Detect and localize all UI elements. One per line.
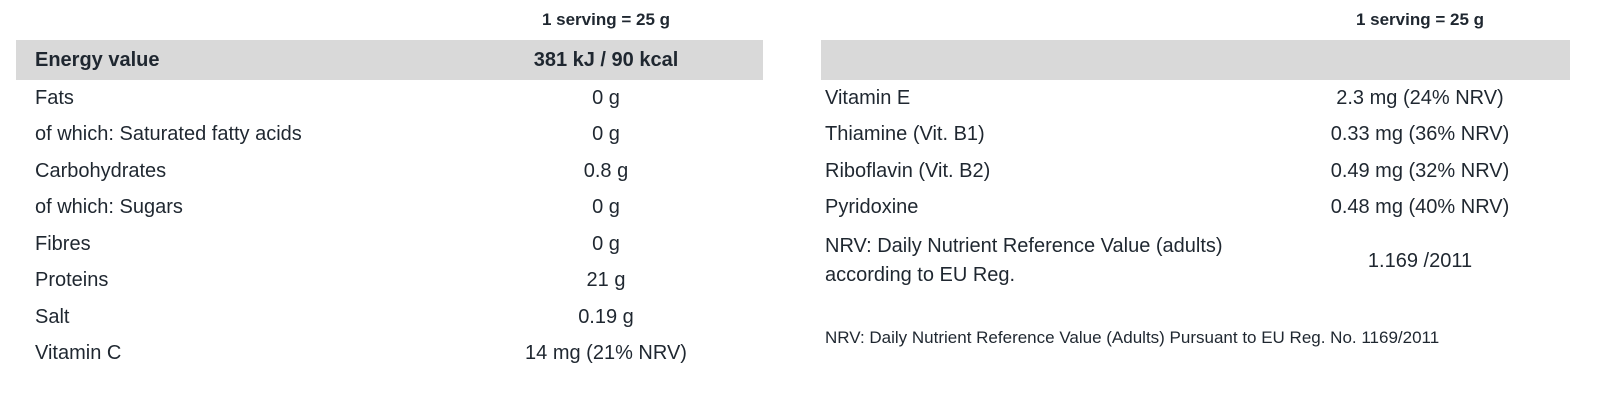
table-row: Riboflavin (Vit. B2) 0.49 mg (32% NRV) <box>821 153 1570 190</box>
nutrient-value: 0.19 g <box>578 305 634 328</box>
nutrient-label: Fibres <box>35 232 91 255</box>
nrv-reference-row: NRV: Daily Nutrient Reference Value (adu… <box>821 226 1570 296</box>
nutrient-value: 0.49 mg (32% NRV) <box>1330 159 1510 182</box>
table-row: Vitamin E 2.3 mg (24% NRV) <box>821 80 1570 117</box>
table-row: Salt 0.19 g <box>16 299 763 336</box>
energy-header-row: Energy value 381 kJ / 90 kcal <box>16 40 763 80</box>
nutrient-label: Vitamin C <box>35 342 122 365</box>
serving-header-row: 1 serving = 25 g <box>16 0 763 40</box>
nutrient-label: Pyridoxine <box>825 196 919 219</box>
nutrient-value: 21 g <box>586 269 626 292</box>
nutrient-value: 0 g <box>592 86 620 109</box>
nutrient-label: Carbohydrates <box>35 159 167 182</box>
table-row: of which: Sugars 0 g <box>16 190 763 227</box>
nutrient-value: 381 kJ / 90 kcal <box>533 48 679 71</box>
nutrient-label: Fats <box>35 86 74 109</box>
nrv-reference-value: 1.169 /2011 <box>1367 249 1473 272</box>
nutrient-label: Energy value <box>35 48 160 71</box>
table-row: of which: Saturated fatty acids 0 g <box>16 117 763 154</box>
nutrition-table-vitamins: 1 serving = 25 g Vitamin E 2.3 mg (24% N… <box>821 0 1570 372</box>
nutrient-value: 0 g <box>592 196 620 219</box>
table-row: Carbohydrates 0.8 g <box>16 153 763 190</box>
table-row: Fibres 0 g <box>16 226 763 263</box>
nutrition-table-main: 1 serving = 25 g Energy value 381 kJ / 9… <box>16 0 763 372</box>
nutrient-value: 0.33 mg (36% NRV) <box>1330 123 1510 146</box>
nutrient-label: of which: Saturated fatty acids <box>35 123 302 146</box>
nutrient-label: Vitamin E <box>825 86 911 109</box>
nutrient-label: of which: Sugars <box>35 196 183 219</box>
table-row: Fats 0 g <box>16 80 763 117</box>
nutrient-value: 0 g <box>592 232 620 255</box>
serving-size-text: 1 serving = 25 g <box>541 10 671 29</box>
table-row: Vitamin C 14 mg (21% NRV) <box>16 336 763 373</box>
nutrient-value: 2.3 mg (24% NRV) <box>1336 86 1504 109</box>
nrv-reference-label: NRV: Daily Nutrient Reference Value (adu… <box>825 235 1223 286</box>
nutrient-label: Riboflavin (Vit. B2) <box>825 159 991 182</box>
nutrition-section: 1 serving = 25 g Energy value 381 kJ / 9… <box>16 0 1570 372</box>
serving-header-row: 1 serving = 25 g <box>821 0 1570 40</box>
nutrient-value: 0.8 g <box>583 159 629 182</box>
nutrient-label: Proteins <box>35 269 109 292</box>
serving-size-text: 1 serving = 25 g <box>1355 10 1485 29</box>
nutrient-value: 14 mg (21% NRV) <box>525 342 687 365</box>
nutrient-value: 0 g <box>592 123 620 146</box>
empty-header-row <box>821 40 1570 80</box>
nutrient-label: Salt <box>35 305 70 328</box>
table-row: Proteins 21 g <box>16 263 763 300</box>
table-row: Pyridoxine 0.48 mg (40% NRV) <box>821 190 1570 227</box>
nrv-footnote: NRV: Daily Nutrient Reference Value (Adu… <box>825 328 1440 347</box>
table-row: Thiamine (Vit. B1) 0.33 mg (36% NRV) <box>821 117 1570 154</box>
nutrient-label: Thiamine (Vit. B1) <box>825 123 985 146</box>
nutrient-value: 0.48 mg (40% NRV) <box>1330 196 1510 219</box>
